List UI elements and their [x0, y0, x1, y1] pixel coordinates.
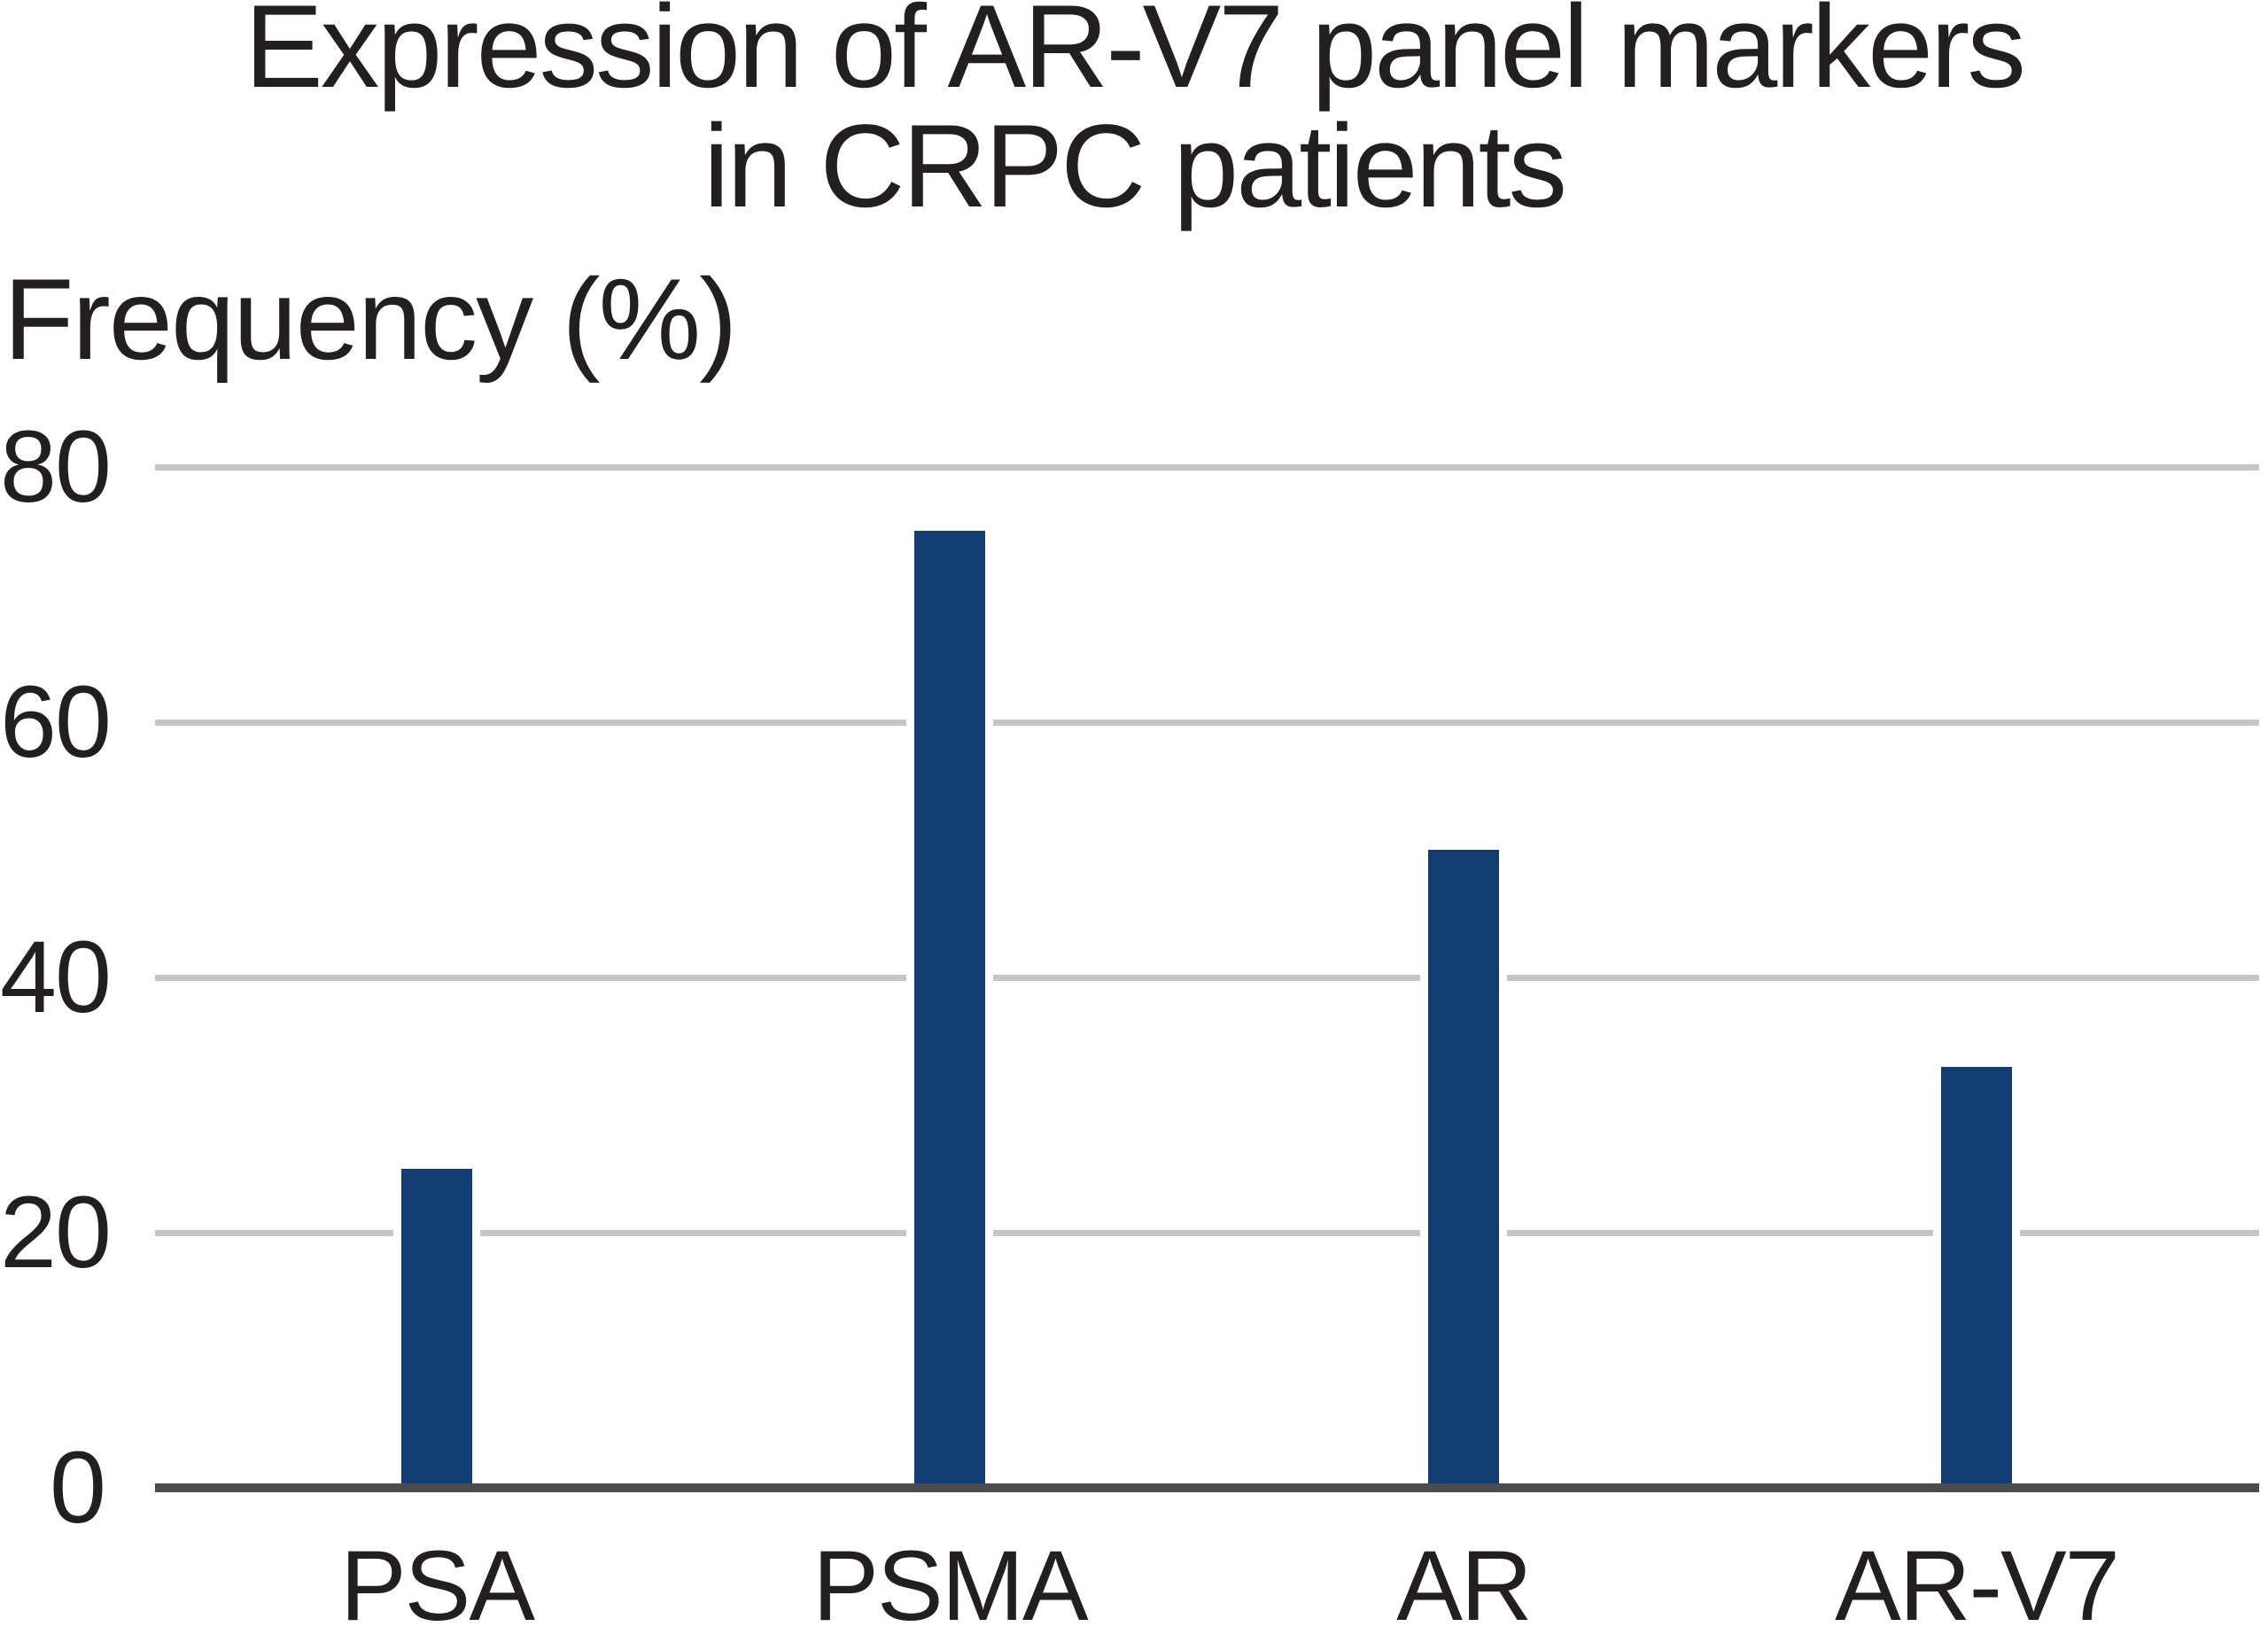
bar-psma [906, 531, 993, 1488]
chart-title-line-2: in CRPC patients [703, 101, 1567, 232]
x-label-psa: PSA [339, 1530, 535, 1641]
chart-title-line-1: Expression of AR-V7 panel markers [245, 0, 2026, 113]
gridline-80 [155, 463, 2259, 471]
y-axis-label: Frequency (%) [4, 254, 737, 384]
gridline-60 [155, 719, 2259, 726]
y-tick-20: 20 [0, 1176, 112, 1289]
y-tick-40: 40 [0, 921, 112, 1034]
y-tick-0: 0 [50, 1431, 106, 1545]
chart-title: Expression of AR-V7 panel markers in CRP… [0, 0, 2268, 227]
bar-ar-v7 [1933, 1067, 2020, 1488]
bar-ar [1420, 850, 1507, 1488]
y-tick-80: 80 [0, 410, 112, 524]
gridline-20 [155, 1229, 2259, 1236]
x-label-psma: PSMA [812, 1530, 1088, 1641]
x-axis-line [155, 1483, 2259, 1492]
y-tick-60: 60 [0, 665, 112, 779]
gridline-40 [155, 974, 2259, 981]
x-label-ar: AR [1396, 1530, 1533, 1641]
x-label-ar-v7: AR-V7 [1835, 1530, 2120, 1641]
bar-psa [393, 1169, 480, 1488]
